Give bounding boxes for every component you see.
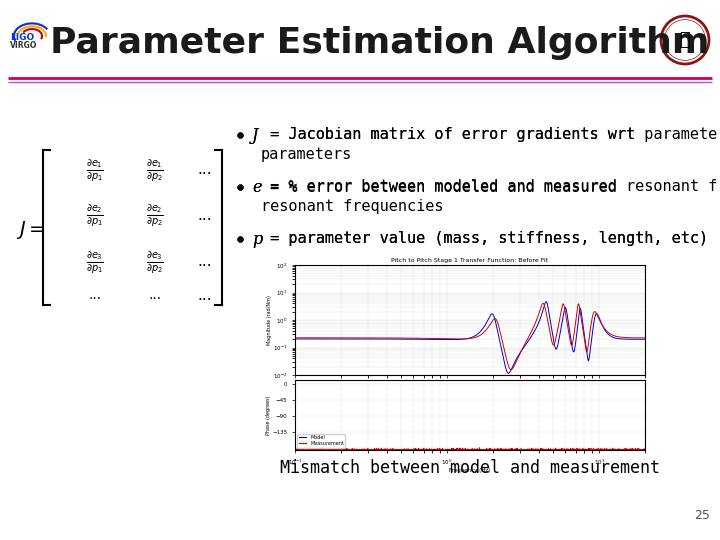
Y-axis label: Phase (degrees): Phase (degrees) (266, 395, 271, 435)
Text: J: J (252, 126, 258, 144)
Text: e: e (252, 179, 261, 195)
Text: = Jacobian matrix of error gradients wrt: = Jacobian matrix of error gradients wrt (261, 127, 635, 143)
Text: 🌲: 🌲 (680, 31, 690, 49)
Text: LIGO: LIGO (10, 32, 35, 42)
Text: 25: 25 (694, 509, 710, 522)
Text: = parameter value (mass, stiffness, length, etc): = parameter value (mass, stiffness, leng… (261, 232, 708, 246)
Text: $\frac{\partial e_1}{\partial p_1}$: $\frac{\partial e_1}{\partial p_1}$ (86, 157, 104, 183)
Text: $J=$: $J=$ (16, 219, 45, 241)
Text: = Jacobian matrix of error gradients wrt parameters: = Jacobian matrix of error gradients wrt… (261, 127, 720, 143)
Y-axis label: Magnitude (rad/Nm): Magnitude (rad/Nm) (266, 295, 271, 345)
Text: ...: ... (148, 288, 161, 302)
Text: $\frac{\partial e_2}{\partial p_1}$: $\frac{\partial e_2}{\partial p_1}$ (86, 202, 104, 228)
Text: Parameter Estimation Algorithm: Parameter Estimation Algorithm (50, 26, 710, 60)
Text: ...: ... (198, 287, 212, 302)
Text: ...: ... (198, 254, 212, 269)
Text: $\frac{\partial e_2}{\partial p_2}$: $\frac{\partial e_2}{\partial p_2}$ (146, 202, 164, 228)
Text: $\frac{\partial e_1}{\partial p_2}$: $\frac{\partial e_1}{\partial p_2}$ (146, 157, 164, 183)
Text: resonant frequencies: resonant frequencies (261, 199, 444, 213)
Text: ...: ... (198, 207, 212, 222)
Text: = % error between modeled and measured: = % error between modeled and measured (261, 179, 617, 194)
Text: ...: ... (89, 288, 102, 302)
Text: p: p (252, 231, 262, 247)
Text: parameters: parameters (261, 146, 352, 161)
Text: e: e (252, 179, 261, 195)
Text: Mismatch between model and measurement: Mismatch between model and measurement (280, 459, 660, 477)
Text: p: p (252, 231, 262, 247)
Text: = parameter value (mass, stiffness, length, etc): = parameter value (mass, stiffness, leng… (261, 232, 708, 246)
Title: Pitch to Pitch Stage 1 Transfer Function: Before Fit: Pitch to Pitch Stage 1 Transfer Function… (392, 258, 549, 263)
Text: VIRGO: VIRGO (10, 42, 37, 51)
Text: $\frac{\partial e_3}{\partial p_2}$: $\frac{\partial e_3}{\partial p_2}$ (146, 249, 164, 275)
Text: $\frac{\partial e_3}{\partial p_1}$: $\frac{\partial e_3}{\partial p_1}$ (86, 249, 104, 275)
Text: ...: ... (198, 163, 212, 178)
X-axis label: Frequency (Hz): Frequency (Hz) (449, 468, 491, 474)
Legend: Model, Measurement: Model, Measurement (297, 434, 346, 448)
Text: J: J (252, 126, 258, 144)
Text: = % error between modeled and measured resonant frequencies: = % error between modeled and measured r… (261, 179, 720, 194)
